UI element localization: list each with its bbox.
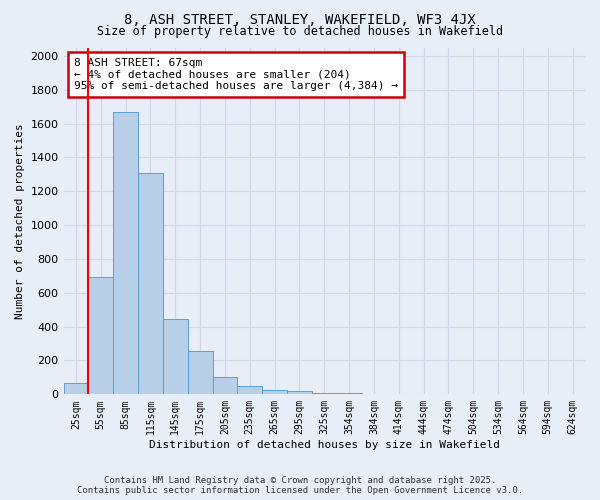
Text: Contains HM Land Registry data © Crown copyright and database right 2025.
Contai: Contains HM Land Registry data © Crown c… xyxy=(77,476,523,495)
Bar xyxy=(88,276,113,394)
Bar xyxy=(212,378,238,394)
Bar xyxy=(163,319,188,394)
Bar xyxy=(113,112,138,395)
Bar xyxy=(312,392,337,394)
Bar xyxy=(287,391,312,394)
Bar xyxy=(238,386,262,394)
Y-axis label: Number of detached properties: Number of detached properties xyxy=(15,123,25,319)
Bar xyxy=(64,384,88,394)
Text: 8, ASH STREET, STANLEY, WAKEFIELD, WF3 4JX: 8, ASH STREET, STANLEY, WAKEFIELD, WF3 4… xyxy=(124,12,476,26)
Bar xyxy=(262,390,287,394)
Text: 8 ASH STREET: 67sqm
← 4% of detached houses are smaller (204)
95% of semi-detach: 8 ASH STREET: 67sqm ← 4% of detached hou… xyxy=(74,58,398,91)
Bar xyxy=(138,172,163,394)
X-axis label: Distribution of detached houses by size in Wakefield: Distribution of detached houses by size … xyxy=(149,440,500,450)
Text: Size of property relative to detached houses in Wakefield: Size of property relative to detached ho… xyxy=(97,25,503,38)
Bar xyxy=(188,351,212,395)
